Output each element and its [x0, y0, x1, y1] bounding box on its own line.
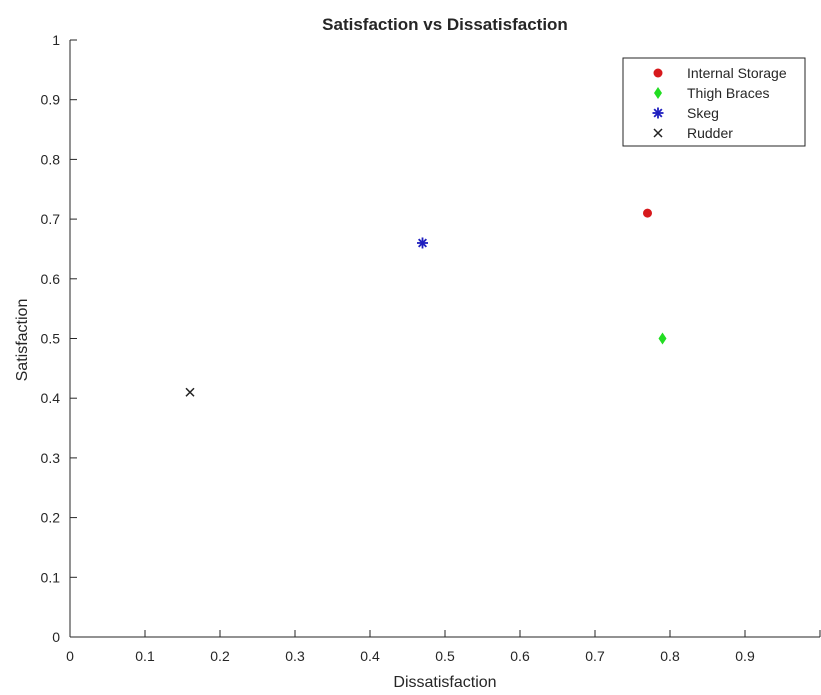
data-point-thigh-braces	[658, 332, 667, 345]
y-axis-label: Satisfaction	[14, 299, 31, 382]
x-tick-label: 0.9	[735, 648, 755, 664]
legend-label-rudder: Rudder	[687, 125, 733, 141]
x-tick-label: 0.6	[510, 648, 530, 664]
y-tick-label: 0.2	[41, 510, 61, 526]
y-tick-label: 0.4	[41, 390, 61, 406]
legend-marker-internal-storage	[653, 68, 663, 78]
y-tick-label: 0.3	[41, 450, 61, 466]
legend-label-internal-storage: Internal Storage	[687, 65, 787, 81]
legend-marker-rudder	[653, 128, 663, 138]
y-tick-label: 1	[52, 32, 60, 48]
y-tick-label: 0.6	[41, 271, 61, 287]
y-tick-label: 0.8	[41, 151, 61, 167]
y-tick-label: 0.9	[41, 92, 61, 108]
legend-marker-thigh-braces	[654, 87, 662, 99]
x-tick-label: 0.4	[360, 648, 380, 664]
data-point-rudder	[185, 387, 195, 397]
legend-label-thigh-braces: Thigh Braces	[687, 85, 769, 101]
y-tick-label: 0.5	[41, 331, 61, 347]
chart-title: Satisfaction vs Dissatisfaction	[322, 15, 568, 34]
y-tick-label: 0.7	[41, 211, 61, 227]
x-axis-label: Dissatisfaction	[393, 674, 496, 690]
x-tick-label: 0.7	[585, 648, 605, 664]
data-points	[185, 208, 667, 397]
x-tick-label: 0.5	[435, 648, 455, 664]
axes: 0 0.1 0.2 0.3 0.4 0.5 0.6 0.7 0.8 0.9 0 0.1 0.2 0.3 0.…	[41, 32, 821, 664]
legend-marker-skeg	[652, 107, 664, 119]
y-tick-label: 0	[52, 629, 60, 645]
x-tick-label: 0.2	[210, 648, 230, 664]
legend-label-skeg: Skeg	[687, 105, 719, 121]
legend: Internal Storage Thigh Braces Skeg Rudder	[622, 57, 806, 147]
x-tick-label: 0.8	[660, 648, 680, 664]
y-tick-label: 0.1	[41, 569, 61, 585]
data-point-skeg	[417, 237, 428, 249]
legend-box	[622, 57, 806, 147]
x-tick-label: 0	[66, 648, 74, 664]
x-tick-label: 0.3	[285, 648, 305, 664]
data-point-internal-storage	[643, 208, 652, 218]
x-tick-label: 0.1	[135, 648, 155, 664]
